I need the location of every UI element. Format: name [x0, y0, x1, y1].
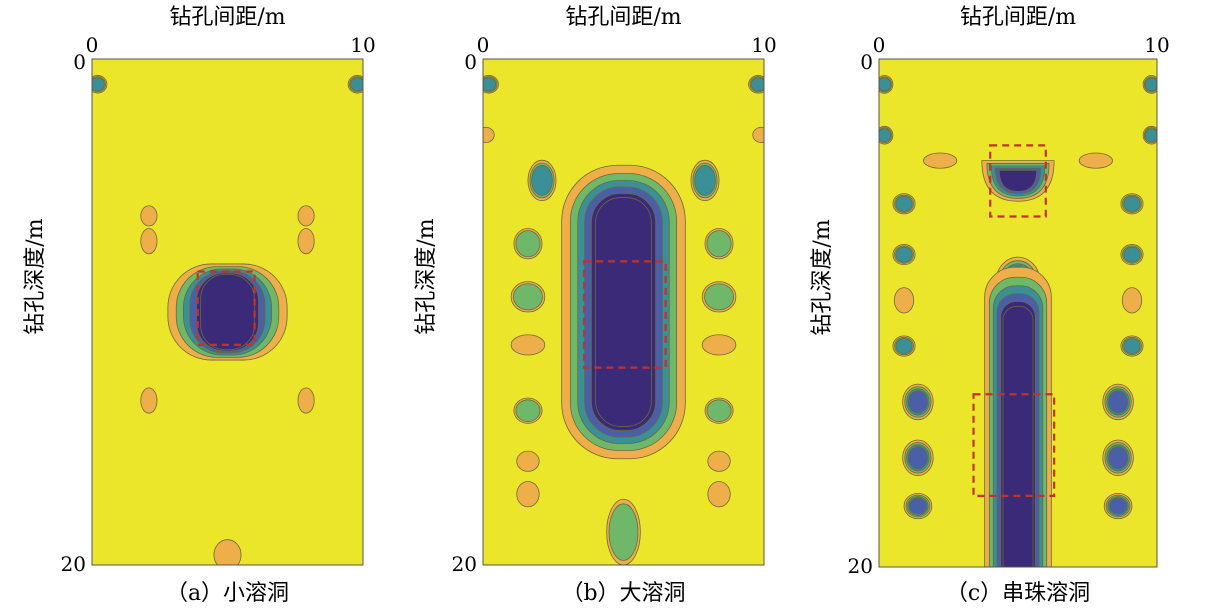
anomaly-spot-6-level-0 [297, 228, 315, 255]
anomaly-spot-9-level-1 [513, 283, 543, 311]
x-axis-title: 钻孔间距/m [960, 5, 1076, 30]
anomaly-spot-2-level-2 [750, 77, 764, 92]
contour-layer [483, 75, 764, 565]
highlight-box-0 [196, 270, 256, 346]
y-axis-title: 钻孔深度/m [23, 218, 48, 334]
anomaly-spot-20-level-3 [1108, 446, 1129, 470]
y-tick-label: 20 [61, 552, 86, 576]
anomaly-spot-12-level-0 [701, 334, 737, 356]
anomaly-spot-7-level-2 [895, 195, 913, 212]
anomaly-spot-3-level-0 [483, 126, 495, 143]
highlight-box-0 [583, 260, 667, 369]
anomaly-spot-12-level-0 [893, 287, 915, 314]
anomaly-spot-5-level-2 [531, 165, 553, 196]
x-tick-label: 0 [86, 33, 99, 57]
anomaly-spot-10-level-2 [1123, 246, 1141, 263]
x-axis-title: 钻孔间距/m [169, 5, 285, 30]
x-tick-label: 10 [350, 33, 375, 57]
anomaly-spot-9-level-0 [213, 539, 242, 565]
anomaly-spot-22-level-3 [1108, 497, 1128, 515]
panel-b: 钻孔间距/m 0 10 0 20 钻孔深度/m （b）大溶洞 [414, 5, 777, 606]
x-tick-label: 0 [873, 33, 886, 57]
highlight-box-1 [972, 393, 1056, 497]
contour-layer [92, 75, 363, 565]
anomaly-spot-17-level-0 [516, 481, 540, 508]
anomaly-spot-13-level-1 [515, 399, 541, 422]
y-tick-label: 20 [452, 552, 477, 576]
anomaly-spot-19-level-3 [907, 446, 928, 470]
anomaly-spot-6-level-2 [694, 165, 716, 196]
anomaly-cavity-0-level-5 [595, 197, 652, 427]
anomaly-spot-3-level-2 [1144, 128, 1157, 143]
plot-frame [482, 58, 765, 566]
y-axis-title: 钻孔深度/m [810, 219, 835, 335]
anomaly-bowl-6-level-4 [998, 169, 1038, 192]
anomaly-spot-16-level-0 [707, 450, 731, 472]
anomaly-spot-5-level-0 [1078, 152, 1113, 169]
y-tick-label: 0 [73, 50, 86, 74]
anomaly-spot-9-level-2 [895, 246, 913, 263]
anomaly-spot-4-level-0 [752, 126, 764, 143]
anomaly-spot-8-level-1 [706, 230, 732, 258]
anomaly-spot-18-level-0 [707, 481, 731, 508]
x-axis-title: 钻孔间距/m [565, 5, 681, 30]
x-tick-label: 10 [751, 33, 776, 57]
anomaly-spot-1-level-2 [483, 77, 497, 92]
x-tick-label: 10 [1144, 33, 1169, 57]
y-axis-title: 钻孔深度/m [414, 218, 439, 334]
anomaly-spot-21-level-3 [908, 497, 928, 515]
anomaly-spot-14-level-2 [895, 338, 913, 354]
panel-caption: （b）大溶洞 [561, 581, 685, 606]
x-tick-label: 0 [477, 33, 490, 57]
plot-frame [878, 58, 1158, 568]
anomaly-spot-8-level-0 [297, 387, 315, 414]
anomaly-spot-3-level-0 [140, 205, 158, 227]
panel-a: 钻孔间距/m 0 10 0 20 钻孔深度/m （a）小溶洞 [23, 5, 376, 606]
anomaly-spot-14-level-1 [706, 399, 732, 422]
anomaly-spot-7-level-0 [140, 387, 158, 414]
anomaly-spot-11-level-0 [510, 334, 546, 356]
y-tick-label: 20 [848, 554, 873, 578]
anomaly-spot-15-level-0 [516, 450, 540, 472]
anomaly-spot-17-level-3 [907, 390, 928, 414]
panel-c: 钻孔间距/m 0 10 0 20 钻孔深度/m （c）串珠溶洞 [810, 5, 1170, 606]
anomaly-spot-10-level-1 [704, 283, 734, 311]
highlight-box-0 [989, 144, 1047, 218]
anomaly-spot-7-level-1 [515, 230, 541, 258]
anomaly-cavity-0-level-5 [200, 274, 255, 350]
panel-caption: （a）小溶洞 [166, 581, 289, 606]
anomaly-column-16-level-5 [1002, 306, 1034, 567]
anomaly-spot-2-level-2 [350, 77, 363, 92]
anomaly-spot-0-level-2 [879, 77, 892, 92]
anomaly-spot-4-level-0 [923, 152, 958, 169]
anomaly-spot-2-level-2 [879, 128, 892, 143]
anomaly-spot-4-level-0 [140, 228, 158, 255]
y-tick-label: 0 [464, 50, 477, 74]
anomaly-spot-1-level-2 [1144, 77, 1157, 92]
anomaly-spot-13-level-0 [1121, 287, 1143, 314]
anomaly-spot-19-level-1 [608, 503, 639, 561]
anomaly-spot-15-level-2 [1123, 338, 1141, 354]
anomaly-spot-8-level-2 [1123, 195, 1141, 212]
y-tick-label: 0 [860, 50, 873, 74]
plot-frame [91, 58, 364, 566]
anomaly-spot-18-level-3 [1108, 390, 1129, 414]
panel-caption: （c）串珠溶洞 [946, 581, 1090, 606]
anomaly-spot-1-level-2 [92, 77, 105, 92]
anomaly-spot-5-level-0 [297, 205, 315, 227]
